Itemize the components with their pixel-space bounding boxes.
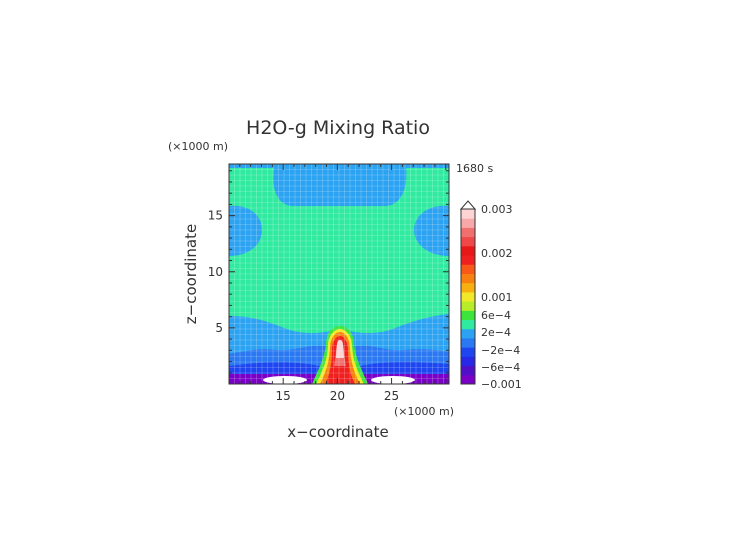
plot-frame	[228, 163, 450, 385]
colorbar-swatch	[461, 365, 475, 376]
colorbar-label: −0.001	[481, 378, 522, 391]
colorbar-label: 0.002	[481, 247, 513, 260]
plot-area	[229, 164, 449, 384]
region-left-clear	[263, 376, 307, 384]
region-right-lobe	[414, 205, 449, 256]
region-right-clear	[371, 376, 415, 384]
y-tick-label: 10	[208, 265, 223, 279]
colorbar-swatch	[461, 218, 475, 228]
time-label: 1680 s	[456, 162, 493, 175]
colorbar-swatch	[461, 328, 475, 339]
colorbar-swatch	[461, 301, 475, 311]
colorbar-swatch	[461, 337, 475, 348]
y-units-label: (×1000 m)	[168, 140, 228, 153]
colorbar-swatch	[461, 227, 475, 238]
colorbar-swatch	[461, 374, 475, 385]
region-left-lobe	[229, 205, 262, 256]
chart-title: H2O-g Mixing Ratio	[246, 117, 430, 139]
y-tick-label: 15	[208, 209, 223, 223]
colorbar-overflow-arrow	[459, 200, 477, 210]
colorbar-label: 0.003	[481, 203, 513, 216]
colorbar-frame	[460, 208, 476, 385]
x-tick-label: 20	[330, 389, 345, 403]
plume-peak	[336, 340, 344, 358]
colorbar-swatch	[461, 356, 475, 367]
colorbar-swatch	[461, 319, 475, 330]
colorbar-swatch	[461, 310, 475, 321]
y-axis-label: z−coordinate	[182, 224, 200, 324]
x-axis-label: x−coordinate	[287, 423, 388, 441]
x-axis: 15 20 25	[228, 164, 447, 403]
colorbar-swatch	[461, 291, 475, 302]
x-tick-label: 25	[384, 389, 399, 403]
colorbar-label: 0.001	[481, 291, 513, 304]
colorbar-label: 2e−4	[481, 326, 511, 339]
colorbar-swatch	[461, 209, 475, 219]
colorbar-swatch	[461, 255, 475, 265]
colorbar-swatch	[461, 347, 475, 357]
colorbar: 0.003 0.002 0.001 6e−4 2e−4 −2e−4 −6e−4 −0.001	[459, 200, 522, 391]
grid	[229, 164, 449, 384]
colorbar-label: −2e−4	[481, 344, 520, 357]
colorbar-label: −6e−4	[481, 361, 520, 374]
colorbar-swatch	[461, 236, 475, 247]
colorbar-swatch	[461, 273, 475, 284]
colorbar-swatch	[461, 264, 475, 274]
x-units-label: (×1000 m)	[394, 405, 454, 418]
region-upper-layer	[229, 164, 449, 206]
y-axis: 5 10 15	[208, 170, 449, 374]
colorbar-label: 6e−4	[481, 309, 511, 322]
x-tick-label: 15	[276, 389, 291, 403]
colorbar-swatch	[461, 282, 475, 293]
y-tick-label: 5	[215, 321, 223, 335]
colorbar-swatch	[461, 245, 475, 256]
